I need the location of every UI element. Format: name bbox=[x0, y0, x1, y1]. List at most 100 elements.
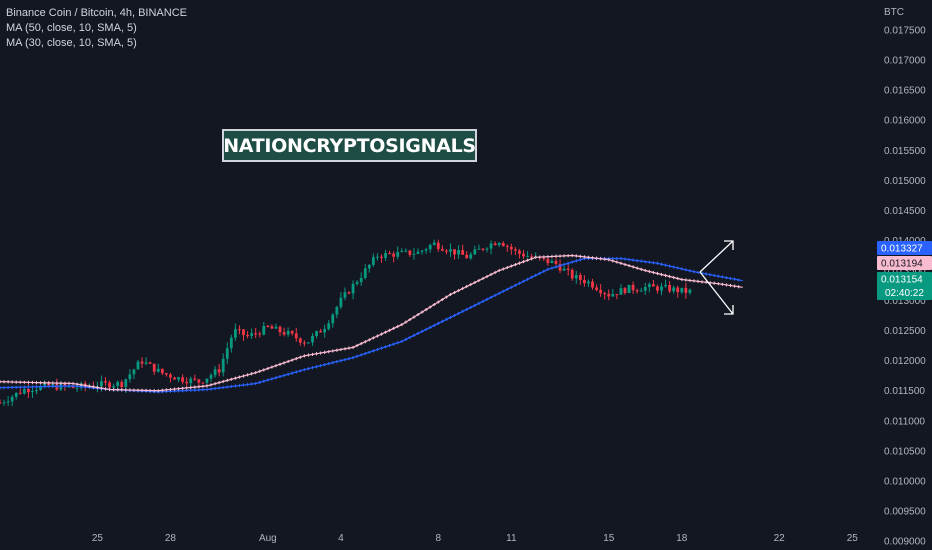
candle-body bbox=[27, 389, 30, 393]
ma-marker bbox=[189, 385, 193, 390]
ma-marker bbox=[659, 262, 664, 266]
price-tag-value: 0.013327 bbox=[881, 244, 923, 255]
x-tick-label: 18 bbox=[676, 533, 688, 544]
ma-marker bbox=[237, 375, 242, 379]
time-axis[interactable]: 25 28 Aug 4 8 11 15 18 22 25 bbox=[92, 533, 858, 544]
candle-body bbox=[432, 242, 436, 245]
ma-marker bbox=[148, 388, 152, 393]
candle-body bbox=[367, 264, 371, 269]
candle-body bbox=[445, 250, 448, 252]
legend-ma-50[interactable]: MA (50, close, 10, SMA, 5) bbox=[6, 22, 137, 34]
ma-marker bbox=[513, 263, 518, 267]
ma-marker bbox=[0, 380, 2, 384]
ma-marker bbox=[489, 272, 493, 277]
ma-marker bbox=[359, 353, 363, 357]
candle-body bbox=[250, 333, 254, 336]
legend-symbol-title[interactable]: Binance Coin / Bitcoin, 4h, BINANCE bbox=[6, 7, 187, 19]
candle-body bbox=[371, 257, 375, 265]
ma-marker bbox=[643, 260, 647, 264]
ma-marker bbox=[229, 377, 233, 381]
ma-marker bbox=[424, 307, 428, 312]
x-tick-label: 8 bbox=[436, 533, 442, 544]
y-tick-label: 0.012000 bbox=[884, 356, 926, 367]
ma-marker bbox=[448, 315, 453, 319]
x-tick-label: 4 bbox=[338, 533, 344, 544]
ma-marker bbox=[477, 278, 481, 283]
candle-body bbox=[607, 293, 611, 297]
ma-marker bbox=[570, 260, 574, 264]
ma-marker bbox=[237, 383, 242, 388]
ma-marker bbox=[375, 334, 380, 338]
ma-marker bbox=[201, 384, 205, 388]
candle-body bbox=[169, 374, 172, 378]
axis-currency-label: BTC bbox=[884, 7, 904, 18]
candle-body bbox=[181, 377, 185, 382]
chart-legend: Binance Coin / Bitcoin, 4h, BINANCE MA (… bbox=[6, 6, 187, 51]
ma-marker bbox=[160, 388, 164, 392]
ma-marker bbox=[578, 254, 582, 258]
candle-body bbox=[116, 381, 120, 386]
ma-marker bbox=[716, 274, 720, 278]
ma-marker bbox=[497, 291, 501, 295]
ma-marker bbox=[643, 268, 647, 273]
candle-body bbox=[546, 258, 550, 264]
candle-body bbox=[384, 253, 387, 258]
candle-body bbox=[453, 249, 456, 255]
ma-marker bbox=[546, 267, 550, 271]
price-tags: 0.013327 0.013194 0.013154 02:40:22 bbox=[877, 241, 932, 300]
ma-marker bbox=[26, 380, 31, 384]
ma-marker bbox=[542, 255, 546, 259]
ma-marker bbox=[355, 343, 359, 348]
ma-marker bbox=[99, 386, 104, 390]
candle-body bbox=[635, 290, 639, 292]
ma-marker bbox=[647, 269, 651, 274]
ma-marker bbox=[408, 335, 412, 340]
candle-body bbox=[75, 387, 79, 389]
y-tick-label: 0.010500 bbox=[884, 446, 926, 457]
ma-marker bbox=[298, 355, 302, 359]
x-tick-label: 15 bbox=[603, 533, 615, 544]
ma-marker bbox=[578, 258, 582, 262]
ma-marker bbox=[651, 270, 655, 275]
candle-body bbox=[461, 250, 465, 255]
candle-body bbox=[10, 396, 14, 402]
candle-body bbox=[177, 377, 180, 380]
ma-marker bbox=[570, 253, 574, 258]
ma-marker bbox=[444, 317, 449, 321]
ma-marker bbox=[732, 284, 737, 288]
ma-marker bbox=[412, 315, 416, 319]
ma-marker bbox=[197, 385, 201, 389]
y-tick-label: 0.009000 bbox=[884, 536, 926, 547]
ma-marker bbox=[120, 388, 124, 392]
ma-marker bbox=[103, 387, 108, 391]
ma-marker bbox=[473, 303, 477, 307]
y-tick-label: 0.017500 bbox=[884, 26, 926, 37]
ma-marker bbox=[302, 368, 306, 372]
candle-body bbox=[627, 284, 631, 294]
ma-marker bbox=[737, 278, 741, 282]
projection-arrows bbox=[699, 240, 734, 315]
ma-marker bbox=[205, 387, 209, 392]
candle-body bbox=[193, 378, 197, 380]
ma-marker bbox=[627, 257, 631, 262]
ma-marker bbox=[347, 346, 351, 350]
candle-body bbox=[489, 243, 493, 249]
ma-marker bbox=[294, 357, 298, 361]
y-tick-label: 0.014500 bbox=[884, 206, 926, 217]
ma-marker bbox=[351, 356, 355, 360]
candle-body bbox=[578, 275, 582, 280]
ma-marker bbox=[388, 328, 392, 332]
legend-ma-30[interactable]: MA (30, close, 10, SMA, 5) bbox=[6, 37, 137, 49]
ma-marker bbox=[176, 387, 181, 391]
candle-body bbox=[631, 284, 635, 291]
candle-body bbox=[550, 260, 554, 264]
candle-countdown: 02:40:22 bbox=[885, 288, 924, 299]
ma-marker bbox=[465, 284, 469, 289]
x-tick-label: 25 bbox=[847, 533, 859, 544]
candle-body bbox=[22, 389, 26, 394]
candle-body bbox=[530, 256, 534, 258]
ma-marker bbox=[680, 277, 684, 282]
ma-marker bbox=[497, 268, 501, 273]
candle-body bbox=[485, 248, 489, 250]
